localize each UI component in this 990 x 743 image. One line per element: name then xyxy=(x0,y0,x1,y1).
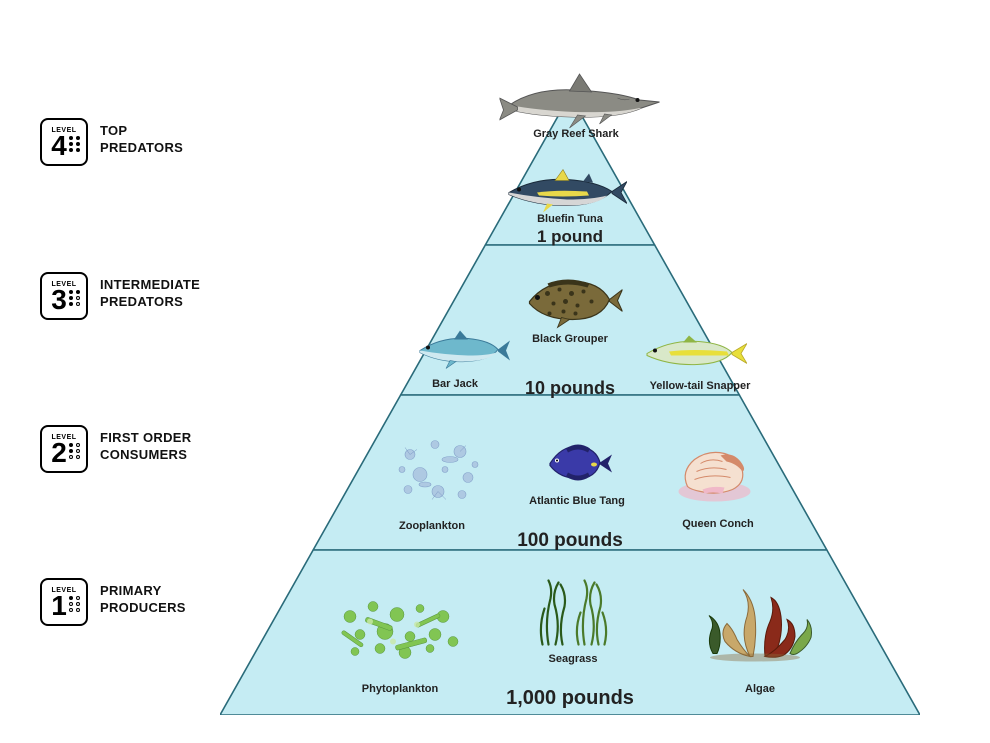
barjack-icon xyxy=(410,329,510,376)
level-1-label: PRIMARYPRODUCERS xyxy=(100,583,186,617)
phyto-label: Phytoplankton xyxy=(362,683,438,695)
snapper-icon xyxy=(637,332,747,379)
level-3-badge: LEVEL 3 xyxy=(40,272,88,320)
level-dots-4 xyxy=(69,136,81,152)
conch-icon xyxy=(673,442,758,509)
seagrass-icon xyxy=(531,577,616,654)
grouper-label: Black Grouper xyxy=(532,333,608,345)
biomass-2: 100 pounds xyxy=(470,530,670,552)
bluetang-label: Atlantic Blue Tang xyxy=(529,495,625,507)
algae-icon xyxy=(695,582,815,669)
level-number: 2 xyxy=(51,441,67,465)
level-1-badge: LEVEL 1 xyxy=(40,578,88,626)
level-2-label: FIRST ORDERCONSUMERS xyxy=(100,430,191,464)
biomass-3: 10 pounds xyxy=(470,378,670,399)
level-dots-2 xyxy=(69,443,81,459)
zooplankton-icon xyxy=(390,430,490,515)
grouper-icon xyxy=(518,272,623,335)
seagrass-label: Seagrass xyxy=(549,653,598,665)
level-4-label: TOPPREDATORS xyxy=(100,123,183,157)
phytoplankton-icon xyxy=(325,587,475,674)
zooplankton-label: Zooplankton xyxy=(399,520,465,532)
level-number: 1 xyxy=(51,594,67,618)
bluetang-icon xyxy=(542,439,612,492)
biomass-4: 1 pound xyxy=(470,227,670,247)
shark-label: Gray Reef Shark xyxy=(533,128,619,140)
level-2-badge: LEVEL 2 xyxy=(40,425,88,473)
level-dots-3 xyxy=(69,290,81,306)
level-dots-1 xyxy=(69,596,81,612)
level-4-badge: LEVEL 4 xyxy=(40,118,88,166)
biomass-1: 1,000 pounds xyxy=(470,687,670,710)
level-3-label: INTERMEDIATEPREDATORS xyxy=(100,277,200,311)
conch-label: Queen Conch xyxy=(682,518,754,530)
level-number: 4 xyxy=(51,134,67,158)
tuna-label: Bluefin Tuna xyxy=(537,213,603,225)
level-number: 3 xyxy=(51,288,67,312)
algae-label: Algae xyxy=(745,683,775,695)
